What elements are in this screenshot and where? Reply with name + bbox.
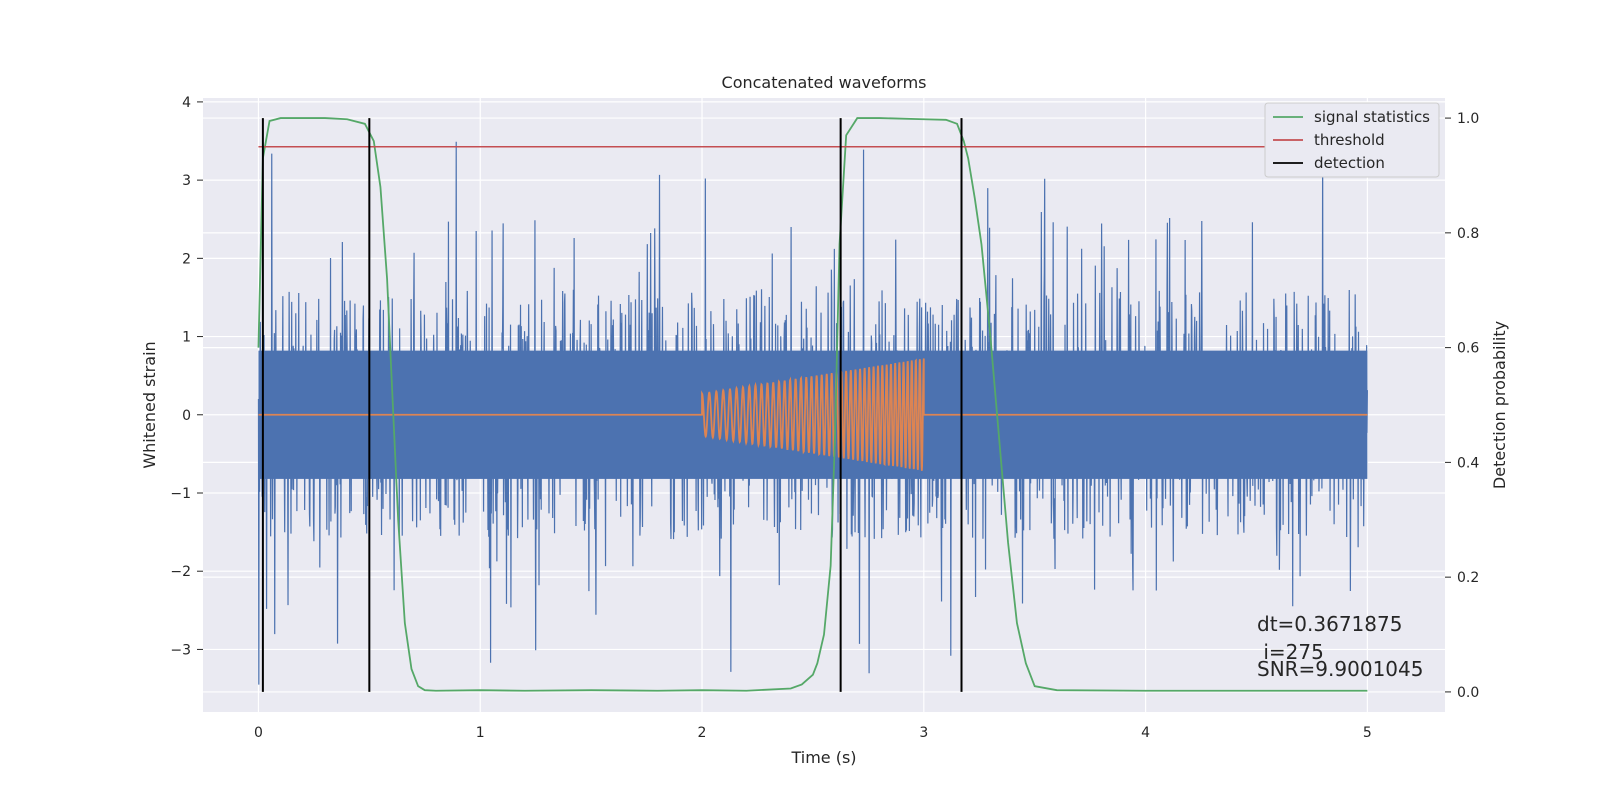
right-y-axis-label: Detection probability [1490,321,1509,489]
axis-ticks: 0 1 2 3 4 5 −3 −2 −1 0 1 2 3 4 0.0 0.2 0.4 0.6 0.8 1.0 [170,95,1479,741]
legend-label-threshold: threshold [1314,131,1385,149]
chart-title: Concatenated waveforms [722,73,927,92]
x-tick-label: 0 [254,725,263,741]
right-y-tick-label: 0.0 [1457,685,1479,701]
x-tick-label: 4 [1141,725,1150,741]
annotation-index: i=275 [1257,640,1324,664]
x-tick-label: 3 [919,725,928,741]
right-y-tick-label: 0.4 [1457,455,1479,471]
detection-lines [261,118,963,692]
annotation-dt: dt=0.3671875 [1257,612,1402,636]
left-y-tick-label: −1 [170,486,191,502]
x-tick-label: 2 [698,725,707,741]
x-tick-label: 5 [1363,725,1372,741]
right-y-tick-label: 0.6 [1457,341,1479,357]
legend-box [1264,102,1440,178]
left-y-tick-label: 3 [182,173,191,189]
annotation: dt=0.3671875 i=275 SNR=9.9001045 [1257,612,1423,681]
right-y-tick-label: 0.2 [1457,570,1479,586]
x-tick-label: 1 [476,725,485,741]
left-y-axis-label: Whitened strain [140,341,159,468]
left-y-tick-label: 4 [182,95,191,111]
right-y-tick-label: 0.8 [1457,226,1479,242]
left-y-tick-label: −2 [170,564,191,580]
left-y-tick-label: −3 [170,642,191,658]
x-axis-label: Time (s) [790,748,856,767]
legend-label-detection: detection [1314,154,1385,172]
right-y-tick-label: 1.0 [1457,111,1479,127]
left-y-tick-label: 2 [182,251,191,267]
legend-label-signal-statistics: signal statistics [1314,108,1430,126]
right-y-gridlines [203,117,1445,693]
left-y-tick-label: 1 [182,330,191,346]
injection-series [258,358,1368,471]
left-y-tick-label: 0 [182,408,191,424]
annotation-snr: SNR=9.9001045 [1257,657,1423,681]
signal-statistics-line [257,117,1368,692]
legend: signal statistics threshold detection [1264,102,1440,178]
